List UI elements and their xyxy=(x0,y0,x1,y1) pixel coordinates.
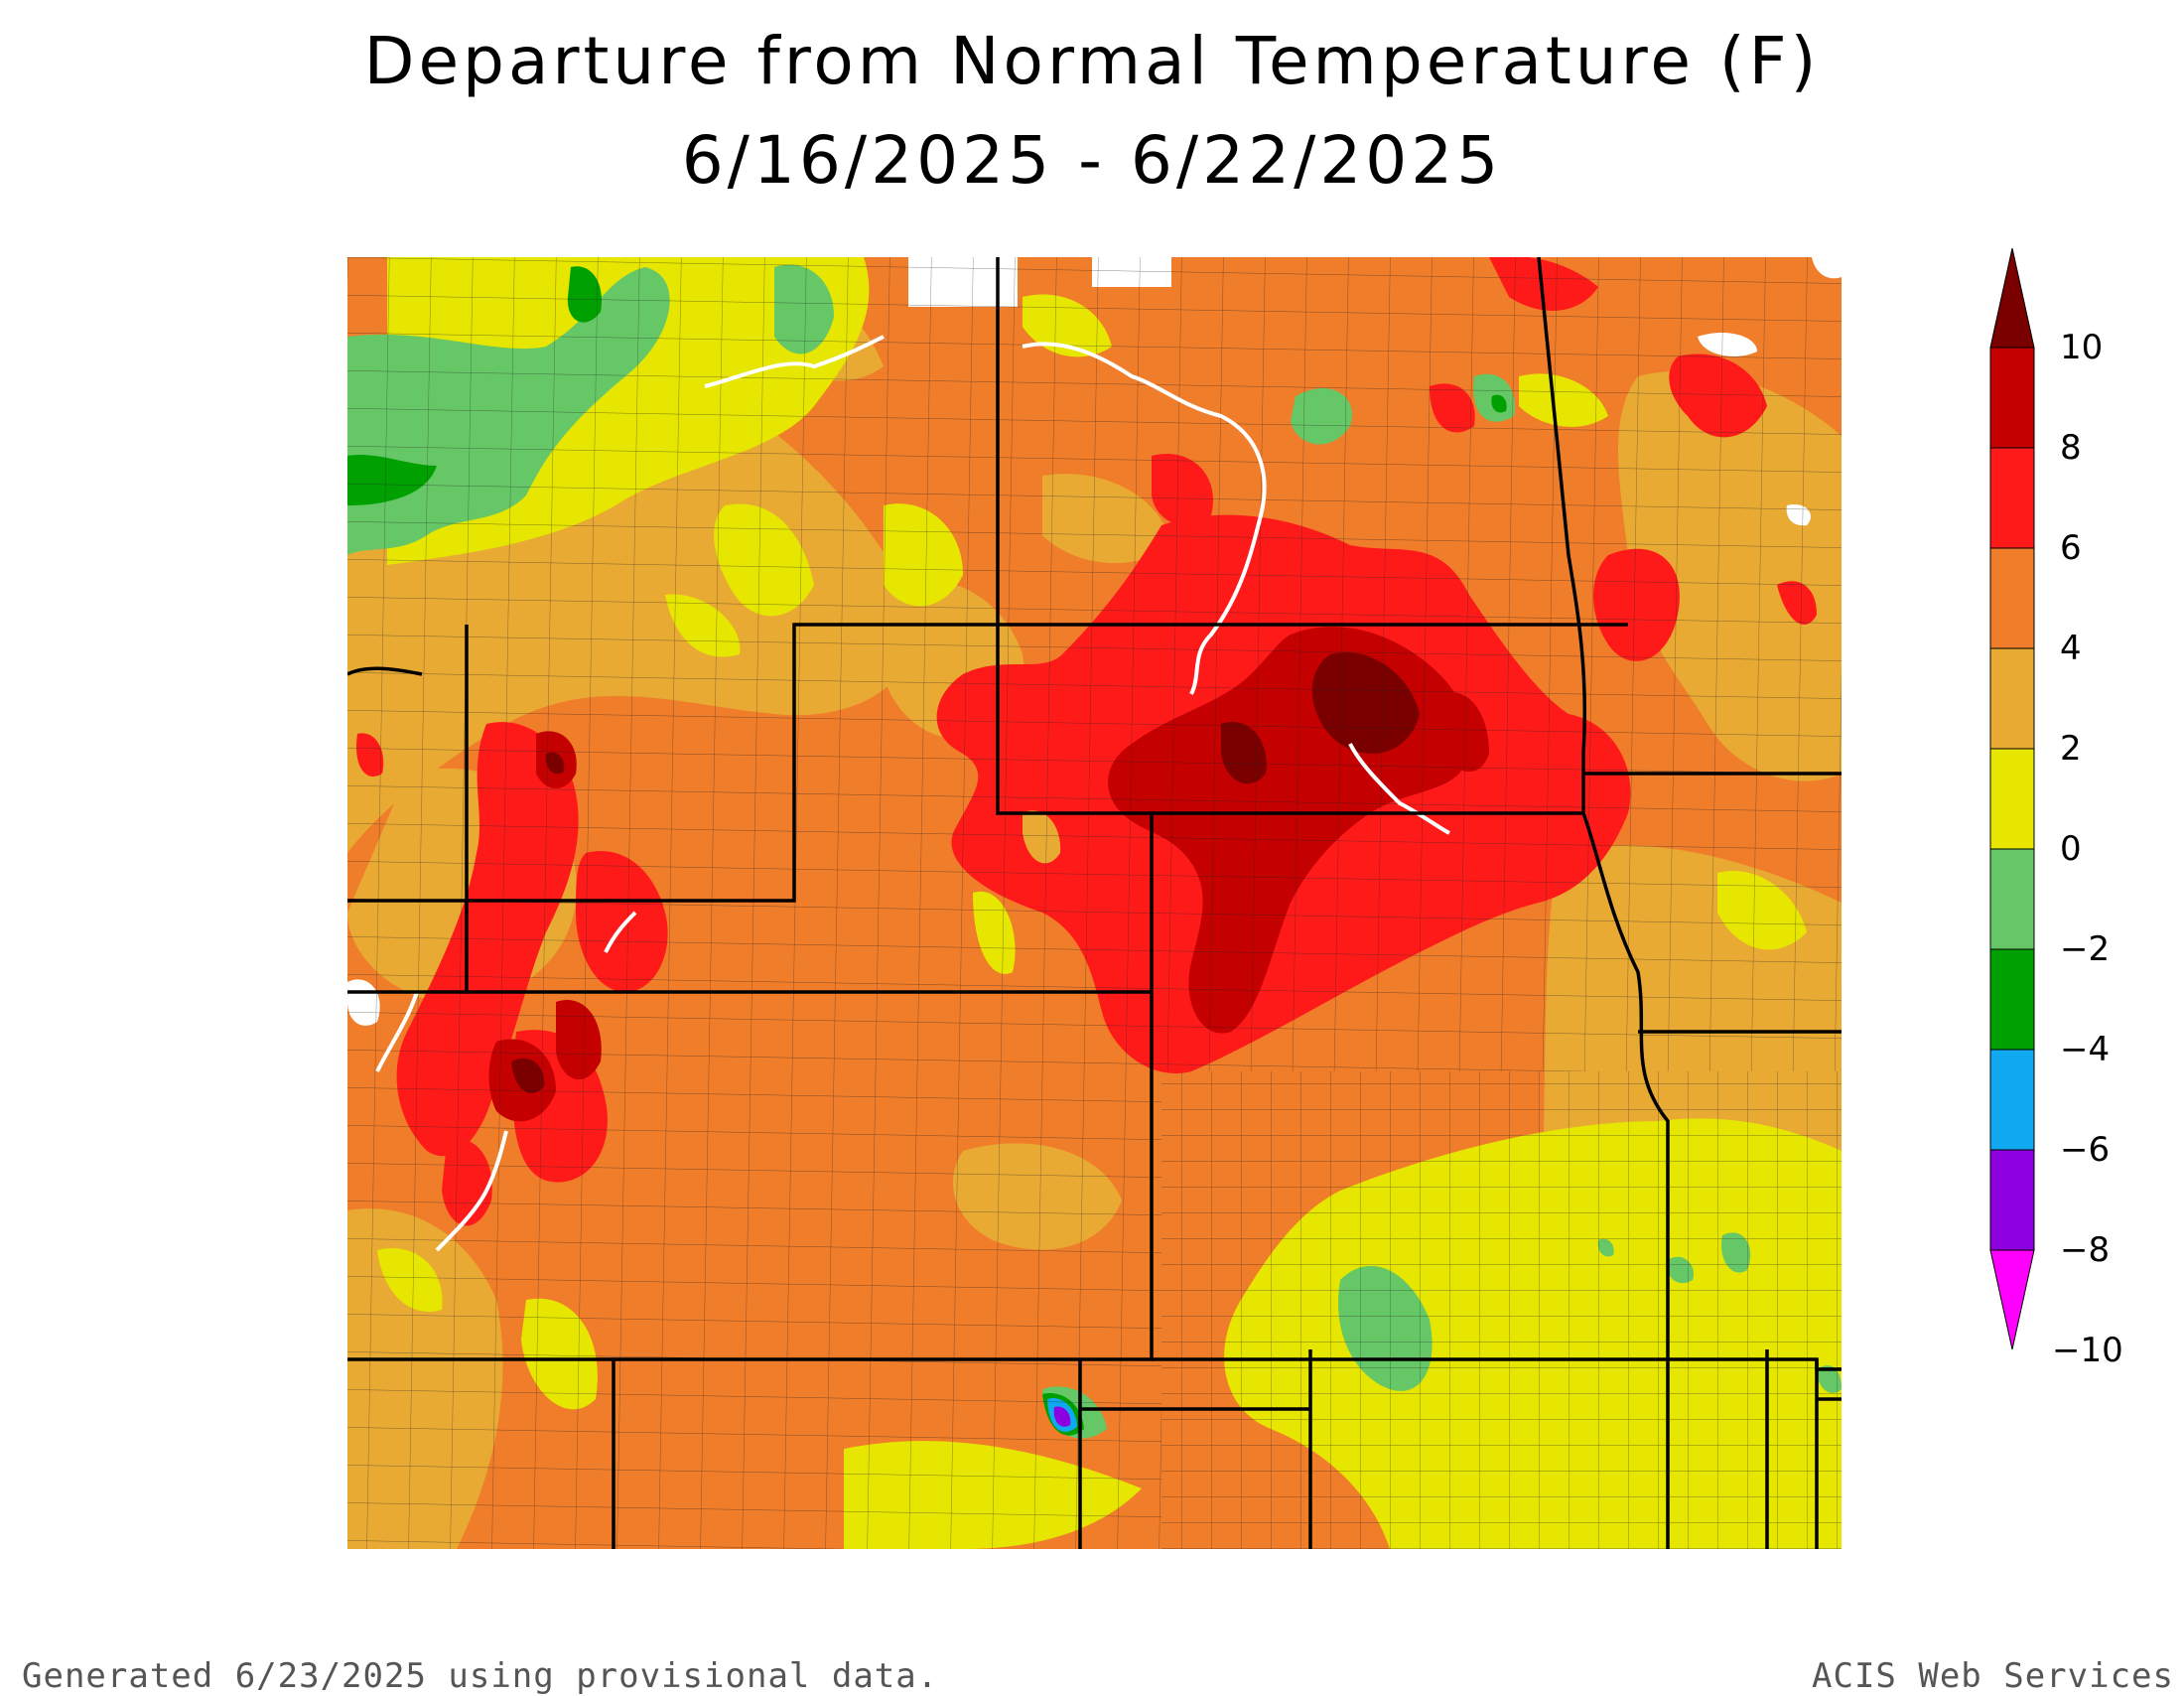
legend-swatch xyxy=(1989,748,2035,850)
legend-label: 10 xyxy=(2060,328,2104,367)
temperature-departure-map xyxy=(347,257,1842,1549)
legend-swatch xyxy=(1989,647,2035,750)
temperature-legend: 10 8 6 4 2 0 −2 −4 −6 −8 −10 xyxy=(1980,247,2123,1474)
legend-swatch xyxy=(1989,948,2035,1051)
legend-label: 4 xyxy=(2060,629,2082,668)
county-lines-southwest xyxy=(347,1071,1161,1549)
legend-label: −8 xyxy=(2060,1230,2111,1270)
generation-note: Generated 6/23/2025 using provisional da… xyxy=(22,1656,939,1696)
legend-swatch xyxy=(1989,547,2035,649)
county-lines-north xyxy=(347,257,1842,1071)
legend-label: 6 xyxy=(2060,528,2082,568)
legend-label: −4 xyxy=(2060,1030,2111,1069)
legend-swatch xyxy=(1989,1149,2035,1251)
legend-label: 8 xyxy=(2060,428,2082,468)
data-source: ACIS Web Services xyxy=(1812,1656,2174,1696)
legend-label: −2 xyxy=(2060,929,2111,969)
legend-swatch xyxy=(1989,447,2035,549)
legend-swatch-above-10 xyxy=(1989,247,2035,349)
legend-swatch xyxy=(1989,848,2035,950)
legend-swatch-below-minus-10 xyxy=(1989,1249,2035,1350)
legend-swatch xyxy=(1989,347,2035,449)
legend-swatch xyxy=(1989,1049,2035,1151)
legend-label: −6 xyxy=(2060,1130,2111,1170)
rivers xyxy=(375,335,1450,1252)
state-boundaries xyxy=(347,257,1842,1549)
county-lines-south xyxy=(1161,1071,1842,1549)
map-title: Departure from Normal Temperature (F) xyxy=(363,23,1821,99)
date-range: 6/16/2025 - 6/22/2025 xyxy=(681,122,1503,199)
legend-label: 0 xyxy=(2060,829,2082,869)
legend-label: −10 xyxy=(2052,1331,2123,1370)
legend-label: 2 xyxy=(2060,729,2082,769)
